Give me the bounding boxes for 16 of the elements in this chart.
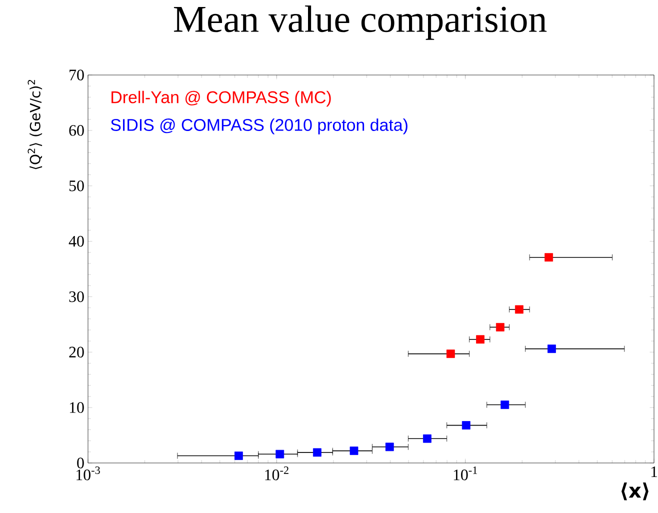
text: Drell-Yan @ COMPASS (MC) xyxy=(112,90,331,107)
y-axis-title: ⟨Q$^{2}$⟩ (GeV/c)$^{2}$ xyxy=(28,80,42,170)
x-tick-label: 10$^{-2}$ xyxy=(265,466,288,480)
y-tick-label: 60 xyxy=(69,125,84,136)
y-tick-label: 70 xyxy=(70,70,84,80)
text: SIDIS @ COMPASS (2010 proton data) xyxy=(110,118,408,134)
y-tick-label: 40 xyxy=(68,236,84,247)
y-tick-label: 30 xyxy=(69,291,84,302)
y-tick-label: 10 xyxy=(70,402,84,413)
y-tick-label: 50 xyxy=(69,180,84,192)
x-tick-label: 1 xyxy=(651,466,658,478)
x-tick-label: 10$^{-1}$ xyxy=(454,466,478,480)
y-tick-label: 20 xyxy=(69,346,84,358)
x-axis-title: ⟨x⟩ xyxy=(622,482,648,500)
chart-title: Mean value comparision xyxy=(174,6,547,40)
y-tick-label: 0 xyxy=(77,458,84,468)
